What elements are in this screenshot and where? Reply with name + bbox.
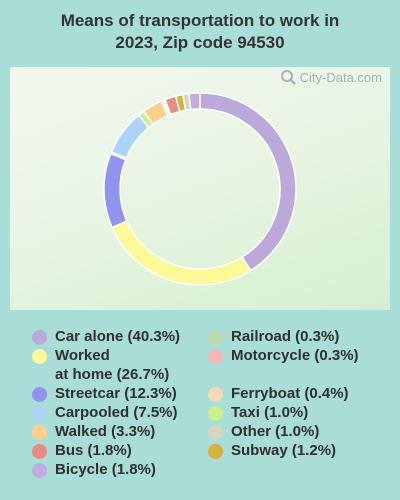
legend-swatch	[208, 425, 223, 440]
watermark: City-Data.com	[280, 69, 382, 85]
donut-slice-bicycle	[188, 92, 201, 111]
legend-swatch	[32, 387, 47, 402]
legend-label: Ferryboat (0.4%)	[231, 385, 349, 402]
legend-item: Ferryboat (0.4%)	[208, 384, 349, 403]
legend-label: Taxi (1.0%)	[231, 404, 309, 421]
chart-legend: Car alone (40.3%) Worked at home (26.7%) St…	[0, 325, 400, 500]
legend-swatch	[32, 406, 47, 421]
legend-item: Other (1.0%)	[208, 422, 319, 441]
chart-title-line1: Means of transportation to work in	[60, 11, 340, 30]
donut-slice-streetcar	[103, 152, 128, 229]
legend-label: Subway (1.2%)	[231, 442, 337, 459]
legend-item: Worked at home (26.7%)	[32, 346, 169, 384]
legend-swatch	[32, 444, 47, 459]
legend-item: Railroad (0.3%)	[208, 327, 339, 346]
legend-swatch	[32, 349, 47, 364]
donut-chart	[103, 92, 297, 286]
legend-swatch	[32, 330, 47, 345]
chart-title: Means of transportation to work in 2023,…	[0, 10, 400, 54]
legend-label: Railroad (0.3%)	[231, 328, 340, 345]
legend-label: Bus (1.8%)	[55, 442, 132, 459]
chart-panel: City-Data.com	[10, 67, 390, 310]
legend-item: Bus (1.8%)	[32, 441, 132, 460]
legend-item: Subway (1.2%)	[208, 441, 336, 460]
legend-item: Walked (3.3%)	[32, 422, 155, 441]
legend-swatch	[32, 463, 47, 478]
legend-item: Streetcar (12.3%)	[32, 384, 177, 403]
legend-label: Motorcycle (0.3%)	[231, 347, 359, 364]
legend-item: Motorcycle (0.3%)	[208, 346, 359, 365]
chart-title-line2: 2023, Zip code 94530	[115, 33, 285, 52]
legend-swatch	[208, 444, 223, 459]
legend-item: Car alone (40.3%)	[32, 327, 180, 346]
donut-slice-worked-at-home	[111, 220, 252, 286]
legend-item: Taxi (1.0%)	[208, 403, 308, 422]
legend-swatch	[208, 406, 223, 421]
legend-item: Carpooled (7.5%)	[32, 403, 178, 422]
legend-swatch	[208, 330, 223, 345]
legend-label: Other (1.0%)	[231, 423, 320, 440]
legend-label: Streetcar (12.3%)	[55, 385, 177, 402]
legend-label: Bicycle (1.8%)	[55, 461, 156, 478]
legend-swatch	[208, 349, 223, 364]
legend-item: Bicycle (1.8%)	[32, 460, 156, 479]
donut-slice-car-alone	[199, 92, 297, 272]
legend-label: Carpooled (7.5%)	[55, 404, 178, 421]
legend-swatch	[32, 425, 47, 440]
legend-swatch	[208, 387, 223, 402]
legend-label: Worked at home (26.7%)	[55, 347, 170, 383]
watermark-text: City-Data.com	[299, 69, 382, 85]
legend-label: Car alone (40.3%)	[55, 328, 181, 345]
magnifier-icon	[280, 70, 296, 85]
legend-label: Walked (3.3%)	[55, 423, 156, 440]
